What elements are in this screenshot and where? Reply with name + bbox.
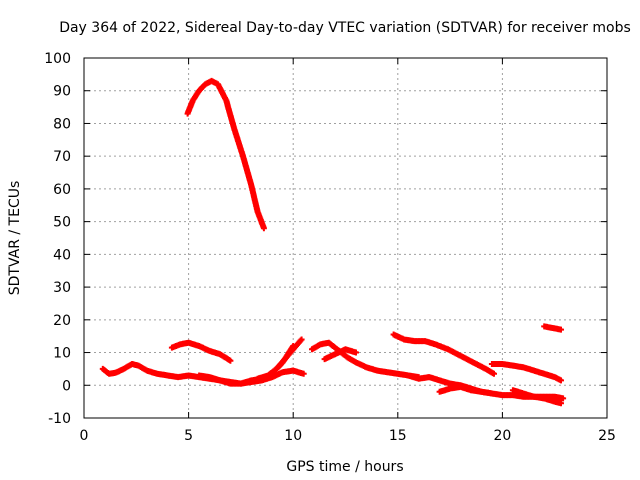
- y-tick-label: 0: [62, 378, 71, 394]
- x-tick-label: 15: [389, 428, 407, 444]
- series-arc-l: [509, 387, 564, 407]
- y-tick-label: 70: [53, 149, 71, 165]
- series-arc-h: [390, 331, 497, 377]
- chart-title: Day 364 of 2022, Sidereal Day-to-day VTE…: [59, 20, 631, 36]
- x-tick-label: 5: [184, 428, 193, 444]
- data-point: [558, 400, 564, 407]
- series-arc-m: [541, 323, 564, 333]
- series-arc-g: [321, 346, 359, 363]
- series-arc-b: [168, 339, 234, 364]
- data-point: [558, 326, 564, 333]
- y-tick-label: 40: [53, 247, 71, 263]
- data-point: [290, 343, 297, 349]
- x-tick-label: 25: [598, 428, 616, 444]
- data-point: [353, 349, 359, 356]
- y-tick-label: 20: [53, 313, 71, 329]
- x-tick-label: 10: [284, 428, 302, 444]
- series-arc-high: [184, 77, 267, 232]
- y-tick-label: 80: [53, 116, 71, 132]
- series-arc-k: [488, 361, 564, 384]
- x-tick-labels: 0 5 10 15 20 25: [80, 428, 616, 444]
- x-tick-label: 20: [493, 428, 511, 444]
- data-point: [260, 225, 267, 232]
- y-tick-label: 30: [53, 280, 71, 296]
- data-point: [488, 390, 495, 397]
- data-point: [300, 370, 307, 377]
- data-point: [227, 357, 234, 364]
- series-arc-c: [196, 372, 265, 387]
- data-point: [491, 370, 497, 377]
- y-tick-label: 100: [44, 51, 71, 67]
- data-points: [99, 77, 567, 407]
- y-tick-label: 90: [53, 84, 71, 100]
- y-tick-label: 50: [53, 215, 71, 231]
- data-point: [558, 377, 564, 384]
- x-tick-label: 0: [80, 428, 89, 444]
- plot-frame: [83, 57, 608, 419]
- y-tick-label: -10: [48, 411, 71, 427]
- series-arc-j: [436, 383, 495, 397]
- ticks: [83, 57, 608, 419]
- y-axis-label: SDTVAR / TECUs: [7, 181, 23, 296]
- y-tick-labels: -10 0 10 20 30 40 50 60 70 80 90 100: [44, 51, 71, 427]
- data-point: [298, 336, 305, 343]
- y-tick-label: 60: [53, 182, 71, 198]
- y-tick-label: 10: [53, 346, 71, 362]
- x-axis-label: GPS time / hours: [286, 459, 403, 475]
- data-point: [560, 395, 567, 402]
- series-arc-e: [273, 343, 297, 372]
- grid: [84, 58, 607, 418]
